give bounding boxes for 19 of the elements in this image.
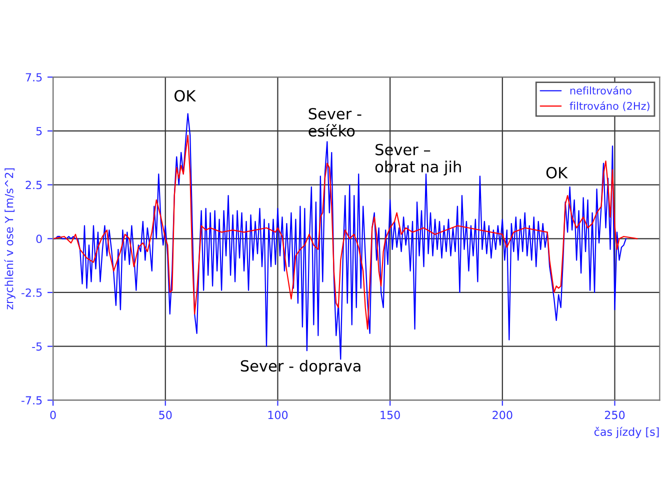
x-tick-label: 50	[159, 410, 172, 420]
y-tick-label: 0	[36, 234, 42, 244]
legend-label: nefiltrováno	[570, 86, 632, 95]
y-axis-title: zrychlení v ose Y [m/s^2]	[4, 168, 16, 310]
y-tick-label: -2.5	[21, 288, 42, 297]
x-tick-label: 200	[492, 410, 512, 420]
annotation: OK	[546, 166, 568, 178]
y-tick-label: -5	[32, 342, 42, 351]
x-axis-title: čas jízdy [s]	[594, 426, 659, 438]
legend-label: filtrováno (2Hz)	[570, 101, 650, 112]
x-tick-label: 0	[50, 410, 56, 420]
annotation: OK	[174, 90, 196, 102]
x-tick-label: 250	[604, 410, 625, 420]
x-tick-label: 100	[268, 410, 288, 420]
y-tick-label: 5	[36, 127, 42, 136]
y-tick-label: 7.5	[26, 73, 42, 82]
y-tick-label: 2.5	[26, 180, 42, 190]
x-tick-label: 150	[380, 410, 400, 420]
y-tick-label: -7.5	[21, 396, 42, 405]
